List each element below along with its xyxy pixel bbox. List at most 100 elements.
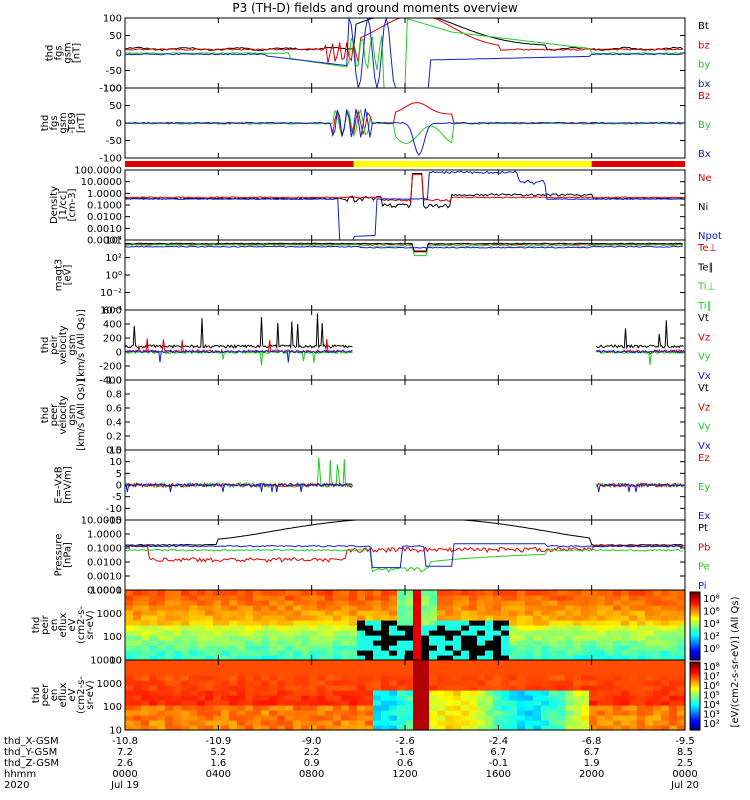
y-axis-label-line: en <box>49 619 60 632</box>
spectrogram-cell <box>477 625 486 631</box>
spectrogram-cell <box>333 710 342 716</box>
colorbar-cell <box>690 707 700 711</box>
spectrogram-cell <box>381 660 390 666</box>
spectrogram-cell <box>373 670 382 676</box>
spectrogram-cell <box>557 705 566 711</box>
x-row-label: thd_Y-GSM <box>4 747 57 758</box>
colorbar-cell <box>690 621 700 625</box>
spectrogram-cell <box>653 710 662 716</box>
spectrogram-cell <box>525 615 534 621</box>
spectrogram-cell <box>445 600 454 606</box>
spectrogram-cell <box>653 595 662 601</box>
legend-By: By <box>698 120 711 131</box>
spectrogram-cell <box>341 645 350 651</box>
spectrogram-cell <box>525 695 534 701</box>
spectrogram-cell <box>133 590 142 596</box>
spectrogram-cell <box>557 620 566 626</box>
spectrogram-cell <box>437 590 446 596</box>
spectrogram-cell <box>653 725 662 731</box>
spectrogram-cell <box>173 650 182 656</box>
colorbar-cell <box>690 616 700 620</box>
y-axis-label-line: fgs <box>49 115 60 130</box>
spectrogram-cell <box>605 675 614 681</box>
spectrogram-cell <box>133 625 142 631</box>
spectrogram-cell <box>357 595 366 601</box>
spectrogram-cell <box>333 720 342 726</box>
spectrogram-cell <box>621 715 630 721</box>
spectrogram-cell <box>405 720 414 726</box>
spectrogram-cell <box>637 725 646 731</box>
spectrogram-cell <box>229 680 238 686</box>
spectrogram-cell <box>645 690 654 696</box>
spectrogram-cell <box>525 715 534 721</box>
spectrogram-cell <box>173 700 182 706</box>
spectrogram-cell <box>429 720 438 726</box>
spectrogram-cell <box>469 725 478 731</box>
spectrogram-cell <box>357 640 366 646</box>
spectrogram-cell <box>365 660 374 666</box>
spectrogram-cell <box>645 665 654 671</box>
spectrogram-cell <box>581 695 590 701</box>
spectrogram-cell <box>341 620 350 626</box>
spectrogram-cell <box>541 645 550 651</box>
spectrogram-cell <box>597 615 606 621</box>
spectrogram-cell <box>653 680 662 686</box>
spectrogram-cell <box>157 655 166 661</box>
spectrogram-cell <box>517 695 526 701</box>
series-Bx <box>124 108 683 156</box>
spectrogram-cell <box>373 635 382 641</box>
spectrogram-cell <box>621 605 630 611</box>
spectrogram-cell <box>365 590 374 596</box>
spectrogram-cell <box>477 620 486 626</box>
spectrogram-cell <box>501 650 510 656</box>
spectrogram-cell <box>661 675 670 681</box>
series-Vy <box>596 350 684 366</box>
spectrogram-cell <box>237 625 246 631</box>
spectrogram-cell <box>149 710 158 716</box>
legend-Vx: Vx <box>698 441 711 452</box>
spectrogram-cell <box>301 660 310 666</box>
colorbar-cell <box>690 727 700 731</box>
spectrogram-cell <box>189 615 198 621</box>
series-Bt <box>124 17 683 52</box>
spectrogram-cell <box>477 660 486 666</box>
spectrogram-cell <box>261 675 270 681</box>
spectrogram-cell <box>645 700 654 706</box>
spectrogram-cell <box>485 625 494 631</box>
spectrogram-cell <box>349 625 358 631</box>
spectrogram-cell <box>277 605 286 611</box>
y-axis-label-line: peir <box>40 614 51 634</box>
spectrogram-cell <box>365 680 374 686</box>
spectrogram-cell <box>469 605 478 611</box>
spectrogram-cell <box>365 600 374 606</box>
spectrogram-cell <box>277 665 286 671</box>
spectrogram-cell <box>221 700 230 706</box>
spectrogram-cell <box>653 715 662 721</box>
colorbar-cell <box>690 598 700 602</box>
spectrogram-cell <box>453 695 462 701</box>
spectrogram-cell <box>365 640 374 646</box>
spectrogram-cell <box>405 630 414 636</box>
spectrogram-cell <box>125 590 134 596</box>
spectrogram-cell <box>509 635 518 641</box>
spectrogram-cell <box>573 610 582 616</box>
legend-Te∥: Te∥ <box>697 262 714 273</box>
colorbar-tick: 10⁵ <box>703 691 720 702</box>
y-tick-label: 5 <box>116 469 122 480</box>
y-axis-label-line: E=-VxB <box>54 466 65 503</box>
colorbar-cell <box>690 646 700 650</box>
spectrogram-cell <box>189 720 198 726</box>
spectrogram-cell <box>501 610 510 616</box>
spectrogram-cell <box>213 710 222 716</box>
y-axis-label-line: thd <box>31 687 42 704</box>
colorbar-cell <box>690 619 700 623</box>
spectrogram-cell <box>213 715 222 721</box>
spectrogram-cell <box>381 650 390 656</box>
spectrogram-cell <box>565 655 574 661</box>
spectrogram-cell <box>325 630 334 636</box>
spectrogram-cell <box>461 615 470 621</box>
spectrogram-cell <box>333 655 342 661</box>
spectrogram-cell <box>645 590 654 596</box>
spectrogram-cell <box>197 670 206 676</box>
